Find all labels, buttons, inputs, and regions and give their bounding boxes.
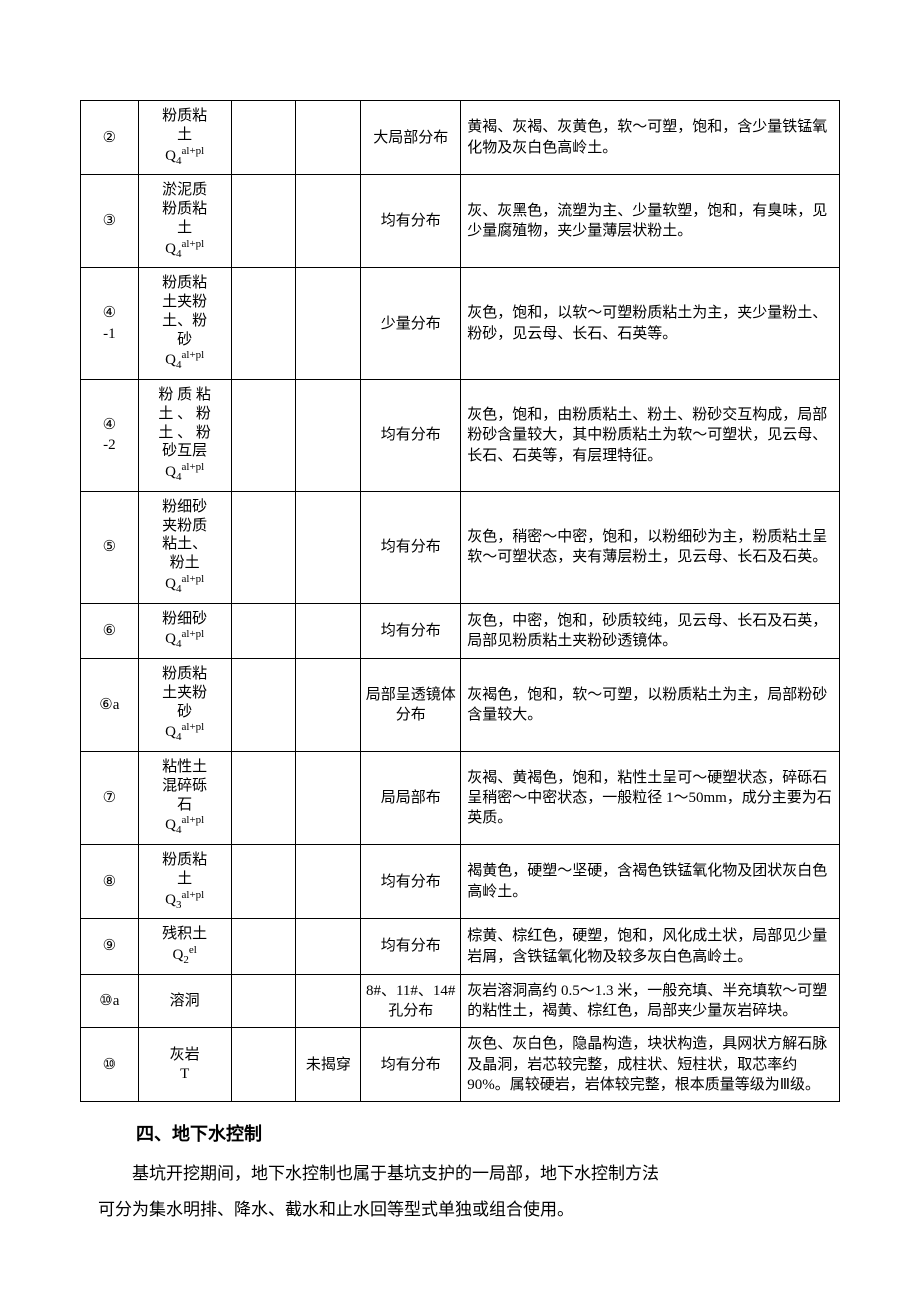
description: 灰色，中密，饱和，砂质较纯，见云母、长石及石英，局部见粉质粘土夹粉砂透镜体。: [461, 603, 840, 659]
description: 灰褐色，饱和，软～可塑，以粉质粘土为主，局部粉砂含量较大。: [461, 659, 840, 752]
distribution: 局局部布: [361, 752, 461, 845]
table-row: ⑧粉质粘土Q3al+pl 均有分布褐黄色，硬塑～坚硬，含褐色铁锰氧化物及团状灰白色…: [81, 845, 840, 919]
distribution: 均有分布: [361, 603, 461, 659]
col-4: 未揭穿: [296, 1028, 361, 1102]
col-4: [296, 603, 361, 659]
stratum-id: ④ -1: [81, 268, 139, 380]
description: 灰色，饱和，以软～可塑粉质粘土为主，夹少量粉土、粉砂，见云母、长石、石英等。: [461, 268, 840, 380]
section-heading: 四、地下水控制: [136, 1120, 840, 1146]
col-4: [296, 268, 361, 380]
table-row: ⑩a溶洞 8#、11#、14#孔分布灰岩溶洞高约 0.5～1.3 米，一般充填、半…: [81, 974, 840, 1028]
col-3: [231, 659, 296, 752]
description: 灰色，稍密～中密，饱和，以粉细砂为主，粉质粘土呈软～可塑状态，夹有薄层粉土，见云…: [461, 491, 840, 603]
table-row: ⑥粉细砂Q4al+pl 均有分布灰色，中密，饱和，砂质较纯，见云母、长石及石英，局…: [81, 603, 840, 659]
col-3: [231, 175, 296, 268]
description: 灰、灰黑色，流塑为主、少量软塑，饱和，有臭味，见少量腐殖物，夹少量薄层状粉土。: [461, 175, 840, 268]
body-paragraph: 可分为集水明排、降水、截水和止水回等型式单独或组合使用。: [98, 1192, 840, 1228]
col-3: [231, 919, 296, 975]
col-3: [231, 845, 296, 919]
stratum-name: 粉质粘土夹粉砂Q4al+pl: [138, 659, 231, 752]
stratum-name: 粉质粘土夹粉土、粉砂Q4al+pl: [138, 268, 231, 380]
distribution: 均有分布: [361, 845, 461, 919]
col-3: [231, 974, 296, 1028]
stratum-name: 粉细砂夹粉质粘土、粉土Q4al+pl: [138, 491, 231, 603]
table-row: ②粉质粘土Q4al+pl 大局部分布黄褐、灰褐、灰黄色，软～可塑，饱和，含少量铁锰…: [81, 101, 840, 175]
col-3: [231, 101, 296, 175]
distribution: 局部呈透镜体分布: [361, 659, 461, 752]
table-row: ⑥a粉质粘土夹粉砂Q4al+pl 局部呈透镜体分布灰褐色，饱和，软～可塑，以粉质粘…: [81, 659, 840, 752]
table-row: ④ -1粉质粘土夹粉土、粉砂Q4al+pl 少量分布灰色，饱和，以软～可塑粉质粘土…: [81, 268, 840, 380]
stratum-name: 残积土Q2el: [138, 919, 231, 975]
col-4: [296, 175, 361, 268]
col-3: [231, 603, 296, 659]
description: 黄褐、灰褐、灰黄色，软～可塑，饱和，含少量铁锰氧化物及灰白色高岭土。: [461, 101, 840, 175]
stratum-name: 粉 质 粘土 、 粉土 、 粉砂互层Q4al+pl: [138, 380, 231, 492]
col-4: [296, 491, 361, 603]
table-row: ④ -2粉 质 粘土 、 粉土 、 粉砂互层Q4al+pl 均有分布灰色，饱和，由…: [81, 380, 840, 492]
table-row: ⑤粉细砂夹粉质粘土、粉土Q4al+pl 均有分布灰色，稍密～中密，饱和，以粉细砂为…: [81, 491, 840, 603]
body-paragraph: 基坑开挖期间，地下水控制也属于基坑支护的一局部，地下水控制方法: [98, 1156, 840, 1192]
distribution: 8#、11#、14#孔分布: [361, 974, 461, 1028]
col-4: [296, 845, 361, 919]
stratum-name: 粉质粘土Q3al+pl: [138, 845, 231, 919]
soil-strata-table: ②粉质粘土Q4al+pl 大局部分布黄褐、灰褐、灰黄色，软～可塑，饱和，含少量铁锰…: [80, 100, 840, 1102]
document-page: ②粉质粘土Q4al+pl 大局部分布黄褐、灰褐、灰黄色，软～可塑，饱和，含少量铁锰…: [0, 0, 920, 1287]
stratum-name: 溶洞: [138, 974, 231, 1028]
distribution: 少量分布: [361, 268, 461, 380]
stratum-id: ⑥: [81, 603, 139, 659]
distribution: 均有分布: [361, 175, 461, 268]
col-4: [296, 380, 361, 492]
stratum-id: ②: [81, 101, 139, 175]
col-4: [296, 101, 361, 175]
stratum-name: 粉细砂Q4al+pl: [138, 603, 231, 659]
stratum-name: 灰岩T: [138, 1028, 231, 1102]
distribution: 均有分布: [361, 1028, 461, 1102]
col-3: [231, 268, 296, 380]
stratum-id: ③: [81, 175, 139, 268]
stratum-id: ⑤: [81, 491, 139, 603]
col-4: [296, 919, 361, 975]
table-row: ⑦粘性土混碎砾石Q4al+pl 局局部布灰褐、黄褐色，饱和，粘性土呈可～硬塑状态，…: [81, 752, 840, 845]
stratum-name: 粉质粘土Q4al+pl: [138, 101, 231, 175]
col-4: [296, 659, 361, 752]
distribution: 大局部分布: [361, 101, 461, 175]
description: 棕黄、棕红色，硬塑，饱和，风化成土状，局部见少量岩屑，含铁锰氧化物及较多灰白色高…: [461, 919, 840, 975]
distribution: 均有分布: [361, 919, 461, 975]
stratum-id: ⑩: [81, 1028, 139, 1102]
stratum-id: ⑥a: [81, 659, 139, 752]
col-3: [231, 752, 296, 845]
col-3: [231, 380, 296, 492]
stratum-name: 淤泥质粉质粘土Q4al+pl: [138, 175, 231, 268]
col-3: [231, 491, 296, 603]
table-row: ⑩灰岩T 未揭穿均有分布灰色、灰白色，隐晶构造，块状构造，具网状方解石脉及晶洞，岩…: [81, 1028, 840, 1102]
stratum-id: ④ -2: [81, 380, 139, 492]
table-row: ③淤泥质粉质粘土Q4al+pl 均有分布灰、灰黑色，流塑为主、少量软塑，饱和，有臭…: [81, 175, 840, 268]
col-4: [296, 752, 361, 845]
description: 灰色，饱和，由粉质粘土、粉土、粉砂交互构成，局部粉砂含量较大，其中粉质粘土为软～…: [461, 380, 840, 492]
description: 灰岩溶洞高约 0.5～1.3 米，一般充填、半充填软～可塑的粘性土，褐黄、棕红色…: [461, 974, 840, 1028]
distribution: 均有分布: [361, 380, 461, 492]
col-4: [296, 974, 361, 1028]
stratum-id: ⑦: [81, 752, 139, 845]
stratum-name: 粘性土混碎砾石Q4al+pl: [138, 752, 231, 845]
stratum-id: ⑨: [81, 919, 139, 975]
distribution: 均有分布: [361, 491, 461, 603]
table-row: ⑨残积土Q2el 均有分布棕黄、棕红色，硬塑，饱和，风化成土状，局部见少量岩屑，含…: [81, 919, 840, 975]
stratum-id: ⑧: [81, 845, 139, 919]
col-3: [231, 1028, 296, 1102]
stratum-id: ⑩a: [81, 974, 139, 1028]
description: 灰褐、黄褐色，饱和，粘性土呈可～硬塑状态，碎砾石呈稍密～中密状态，一般粒径 1～…: [461, 752, 840, 845]
description: 褐黄色，硬塑～坚硬，含褐色铁锰氧化物及团状灰白色高岭土。: [461, 845, 840, 919]
description: 灰色、灰白色，隐晶构造，块状构造，具网状方解石脉及晶洞，岩芯较完整，成柱状、短柱…: [461, 1028, 840, 1102]
